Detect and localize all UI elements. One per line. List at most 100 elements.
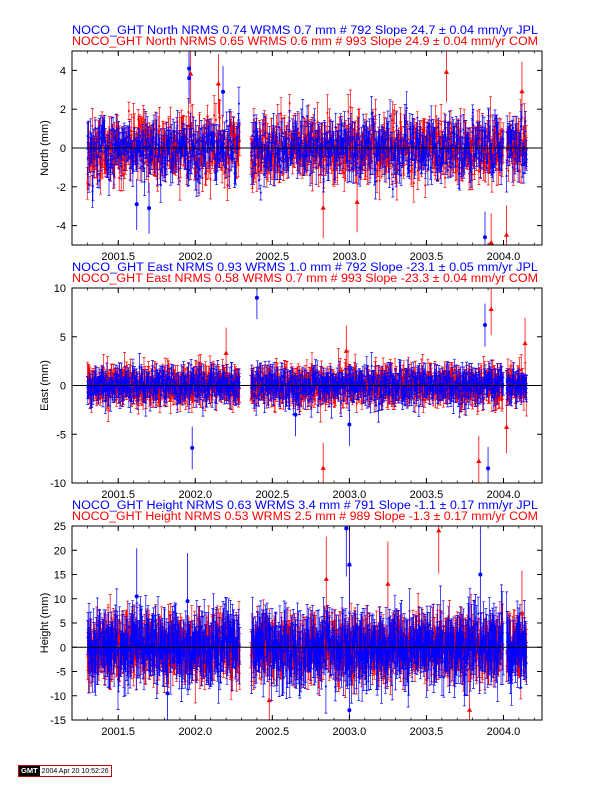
x-tick-label: 2002.0: [178, 251, 212, 263]
data-points-jpl: [86, 102, 528, 194]
outlier-point: [266, 697, 272, 703]
y-tick-label: -10: [50, 478, 66, 490]
outlier-point: [503, 232, 510, 237]
y-tick-label: 4: [60, 65, 66, 77]
series-jpl-height: [86, 526, 528, 720]
outlier-point: [147, 206, 152, 211]
outlier-point: [503, 424, 510, 429]
y-tick-label: 2: [60, 104, 66, 116]
outlier-point: [466, 707, 473, 712]
x-tick-label: 2001.5: [101, 489, 135, 501]
panel-north: NOCO_GHT North NRMS 0.74 WRMS 0.7 mm # 7…: [39, 25, 543, 263]
y-tick-label: -10: [50, 691, 66, 703]
x-tick-label: 2003.5: [410, 251, 444, 263]
y-tick-label: 0: [60, 642, 66, 654]
panel-title-jpl: NOCO_GHT Height NRMS 0.63 WRMS 3.4 mm # …: [72, 500, 539, 512]
panel-title-jpl: NOCO_GHT East NRMS 0.93 WRMS 1.0 mm # 79…: [72, 262, 539, 274]
x-tick-label: 2001.5: [101, 726, 135, 738]
outlier-point: [347, 708, 352, 713]
outlier-point: [443, 69, 450, 74]
y-tick-label: 0: [60, 381, 66, 393]
panel-height: NOCO_GHT Height NRMS 0.63 WRMS 3.4 mm # …: [39, 500, 543, 738]
x-tick-label: 2002.5: [255, 726, 289, 738]
panel-title-com: NOCO_GHT North NRMS 0.65 WRMS 0.6 mm # 9…: [72, 36, 538, 48]
y-tick-label: -4: [56, 221, 66, 233]
outlier-point: [488, 240, 494, 245]
outlier-point: [344, 526, 349, 531]
y-tick-label: 15: [54, 570, 66, 582]
outlier-point: [190, 445, 195, 450]
outlier-point: [488, 306, 494, 311]
outlier-point: [519, 88, 525, 94]
y-axis-label: East (mm): [39, 360, 51, 411]
outlier-point: [293, 412, 298, 417]
outlier-point: [165, 691, 170, 696]
y-axis-label: Height (mm): [39, 593, 51, 654]
y-tick-label: -5: [56, 667, 66, 679]
x-tick-label: 2002.5: [255, 251, 289, 263]
data-layer-east: [85, 288, 528, 483]
y-tick-label: 10: [54, 283, 66, 295]
panel-title-com: NOCO_GHT East NRMS 0.58 WRMS 0.7 mm # 99…: [72, 273, 538, 285]
outlier-point: [522, 340, 528, 346]
y-tick-label: 10: [54, 594, 66, 606]
x-tick-label: 2004.0: [487, 251, 521, 263]
y-tick-label: 5: [60, 332, 66, 344]
panel-title-com: NOCO_GHT Height NRMS 0.53 WRMS 2.5 mm # …: [72, 511, 538, 523]
x-tick-label: 2003.0: [333, 489, 367, 501]
gmt-timestamp-stamp: GMT 2004 Apr 20 10:52:26: [18, 765, 112, 777]
outlier-point: [486, 466, 491, 471]
x-tick-label: 2003.0: [333, 726, 367, 738]
panel-title-jpl: NOCO_GHT North NRMS 0.74 WRMS 0.7 mm # 7…: [72, 25, 539, 37]
x-tick-label: 2003.0: [333, 251, 367, 263]
y-tick-label: -15: [50, 715, 66, 727]
y-tick-label: 20: [54, 545, 66, 557]
x-tick-label: 2003.5: [410, 726, 444, 738]
outlier-point: [347, 562, 352, 567]
y-axis-label: North (mm): [39, 120, 51, 176]
outlier-point: [223, 350, 229, 355]
x-tick-label: 2001.5: [101, 251, 135, 263]
data-points-jpl: [86, 365, 528, 412]
outlier-point: [187, 66, 192, 71]
data-points-jpl: [86, 612, 528, 688]
outlier-point: [385, 581, 391, 586]
outlier-point: [134, 594, 139, 599]
gmt-logo: GMT: [19, 766, 40, 776]
series-jpl-north: [86, 51, 529, 245]
y-tick-label: 0: [60, 143, 66, 155]
x-tick-label: 2004.0: [487, 726, 521, 738]
outlier-point: [320, 465, 326, 470]
outlier-point: [185, 599, 190, 604]
outlier-point: [254, 295, 259, 300]
outlier-point: [354, 199, 360, 204]
x-tick-label: 2002.5: [255, 489, 289, 501]
outlier-point: [436, 527, 442, 533]
outlier-point: [134, 202, 139, 207]
outlier-point: [476, 458, 482, 464]
outlier-point: [343, 348, 349, 353]
outlier-point: [323, 576, 329, 581]
outlier-point: [221, 89, 226, 94]
x-tick-label: 2004.0: [487, 489, 521, 501]
plot-timestamp: 2004 Apr 20 10:52:26: [41, 767, 109, 775]
x-tick-label: 2003.5: [410, 489, 444, 501]
x-tick-label: 2002.0: [178, 726, 212, 738]
error-bars-jpl: [86, 584, 528, 714]
x-tick-label: 2002.0: [178, 489, 212, 501]
outlier-point: [320, 205, 326, 210]
outlier-point: [478, 572, 483, 577]
outlier-point: [347, 422, 352, 427]
data-layer-height: [85, 526, 528, 720]
data-layer-north: [85, 51, 529, 245]
y-tick-label: 25: [54, 521, 66, 533]
outlier-point: [482, 323, 487, 328]
y-tick-label: -2: [56, 182, 66, 194]
panel-east: NOCO_GHT East NRMS 0.93 WRMS 1.0 mm # 79…: [39, 262, 543, 501]
outlier-point: [482, 235, 487, 240]
y-tick-label: 5: [60, 618, 66, 630]
y-tick-label: -5: [56, 429, 66, 441]
outlier-point: [215, 80, 221, 86]
series-jpl-east: [85, 288, 528, 483]
